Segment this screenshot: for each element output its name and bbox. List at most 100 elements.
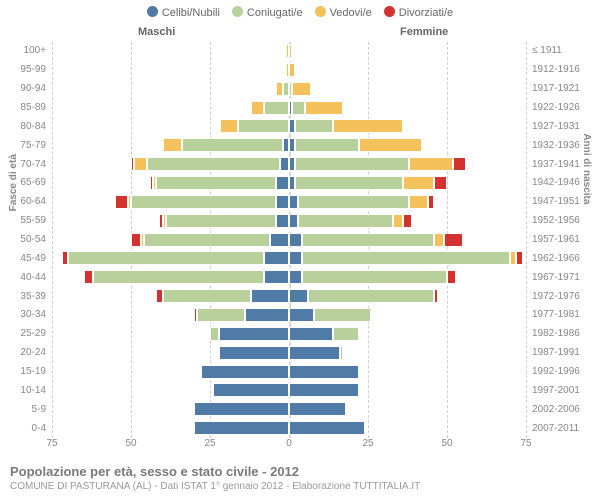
bar-segment bbox=[289, 63, 295, 77]
bar-segment bbox=[289, 44, 292, 58]
male-bar bbox=[201, 365, 289, 379]
bar-segment bbox=[201, 365, 289, 379]
bar-segment bbox=[115, 195, 128, 209]
bar-segment bbox=[84, 270, 93, 284]
bar-segment bbox=[156, 176, 276, 190]
age-row bbox=[52, 99, 526, 118]
birth-year-label: 1987-1991 bbox=[532, 347, 580, 358]
bar-segment bbox=[276, 195, 289, 209]
bar-segment bbox=[295, 157, 409, 171]
age-label: 75-79 bbox=[20, 140, 46, 151]
bar-segment bbox=[163, 289, 251, 303]
birth-year-label: 1952-1956 bbox=[532, 215, 580, 226]
age-row bbox=[52, 400, 526, 419]
female-title: Femmine bbox=[400, 26, 448, 38]
birth-year-label: 2007-2011 bbox=[532, 423, 579, 434]
x-tick: 0 bbox=[286, 438, 292, 449]
age-label: 45-49 bbox=[20, 253, 46, 264]
age-row bbox=[52, 193, 526, 212]
bar-segment bbox=[264, 251, 289, 265]
x-tick: 50 bbox=[441, 438, 452, 449]
age-row bbox=[52, 174, 526, 193]
bar-segment bbox=[302, 233, 435, 247]
age-row bbox=[52, 344, 526, 363]
age-row bbox=[52, 381, 526, 400]
birth-year-label: 1947-1951 bbox=[532, 196, 580, 207]
bar-segment bbox=[453, 157, 466, 171]
bar-segment bbox=[340, 346, 343, 360]
bar-segment bbox=[93, 270, 264, 284]
bar-segment bbox=[289, 346, 340, 360]
age-label: 85-89 bbox=[20, 102, 46, 113]
bar-segment bbox=[333, 327, 358, 341]
birth-year-label: 1967-1971 bbox=[532, 272, 580, 283]
bar-segment bbox=[147, 157, 280, 171]
bar-segment bbox=[308, 289, 434, 303]
legend-swatch bbox=[315, 6, 326, 17]
bar-segment bbox=[295, 119, 333, 133]
age-label: 95-99 bbox=[20, 64, 46, 75]
age-row bbox=[52, 268, 526, 287]
age-label: 35-39 bbox=[20, 291, 46, 302]
legend-item: Vedovi/e bbox=[315, 6, 372, 19]
female-bar bbox=[289, 308, 371, 322]
legend-label: Celibi/Nubili bbox=[162, 7, 220, 19]
bar-segment bbox=[434, 233, 443, 247]
male-bar bbox=[220, 119, 290, 133]
male-bar bbox=[194, 421, 289, 435]
age-label: 15-19 bbox=[20, 366, 46, 377]
birth-year-label: 1942-1946 bbox=[532, 177, 580, 188]
age-row bbox=[52, 306, 526, 325]
age-label: 50-54 bbox=[20, 234, 46, 245]
x-tick: 25 bbox=[362, 438, 373, 449]
age-row bbox=[52, 419, 526, 438]
bar-segment bbox=[289, 402, 346, 416]
age-row bbox=[52, 325, 526, 344]
bar-segment bbox=[289, 308, 314, 322]
birth-year-label: 1982-1986 bbox=[532, 328, 580, 339]
female-bar bbox=[289, 138, 422, 152]
birth-year-label: 1992-1996 bbox=[532, 366, 580, 377]
female-bar bbox=[289, 346, 343, 360]
male-bar bbox=[84, 270, 289, 284]
bar-segment bbox=[251, 101, 264, 115]
bar-segment bbox=[245, 308, 289, 322]
bar-segment bbox=[213, 383, 289, 397]
bar-segment bbox=[447, 270, 456, 284]
age-label: 100+ bbox=[23, 45, 46, 56]
age-label: 80-84 bbox=[20, 121, 46, 132]
age-row bbox=[52, 42, 526, 61]
age-label: 60-64 bbox=[20, 196, 46, 207]
birth-year-label: 1937-1941 bbox=[532, 159, 580, 170]
bar-segment bbox=[163, 138, 182, 152]
age-row bbox=[52, 287, 526, 306]
female-bar bbox=[289, 195, 434, 209]
age-label: 55-59 bbox=[20, 215, 46, 226]
bar-segment bbox=[289, 195, 298, 209]
age-row bbox=[52, 363, 526, 382]
age-label: 65-69 bbox=[20, 177, 46, 188]
bar-segment bbox=[264, 101, 289, 115]
birth-year-label: 1957-1961 bbox=[532, 234, 580, 245]
legend-swatch bbox=[147, 6, 158, 17]
age-label: 70-74 bbox=[20, 159, 46, 170]
bar-segment bbox=[298, 214, 393, 228]
bar-segment bbox=[292, 101, 305, 115]
age-row bbox=[52, 117, 526, 136]
birth-year-label: 1922-1926 bbox=[532, 102, 580, 113]
bar-segment bbox=[280, 157, 289, 171]
bar-segment bbox=[403, 214, 412, 228]
bar-segment bbox=[219, 327, 289, 341]
birth-year-label: ≤ 1911 bbox=[532, 45, 562, 56]
female-bar bbox=[289, 233, 463, 247]
legend-label: Coniugati/e bbox=[247, 7, 303, 19]
x-axis: 7550250255075 bbox=[52, 438, 526, 452]
bar-segment bbox=[359, 138, 422, 152]
male-bar bbox=[219, 346, 289, 360]
birth-year-label: 1912-1916 bbox=[532, 64, 580, 75]
birth-year-label: 1932-1936 bbox=[532, 140, 580, 151]
bar-segment bbox=[393, 214, 402, 228]
age-row bbox=[52, 212, 526, 231]
female-bar bbox=[289, 119, 403, 133]
bar-segment bbox=[292, 82, 311, 96]
